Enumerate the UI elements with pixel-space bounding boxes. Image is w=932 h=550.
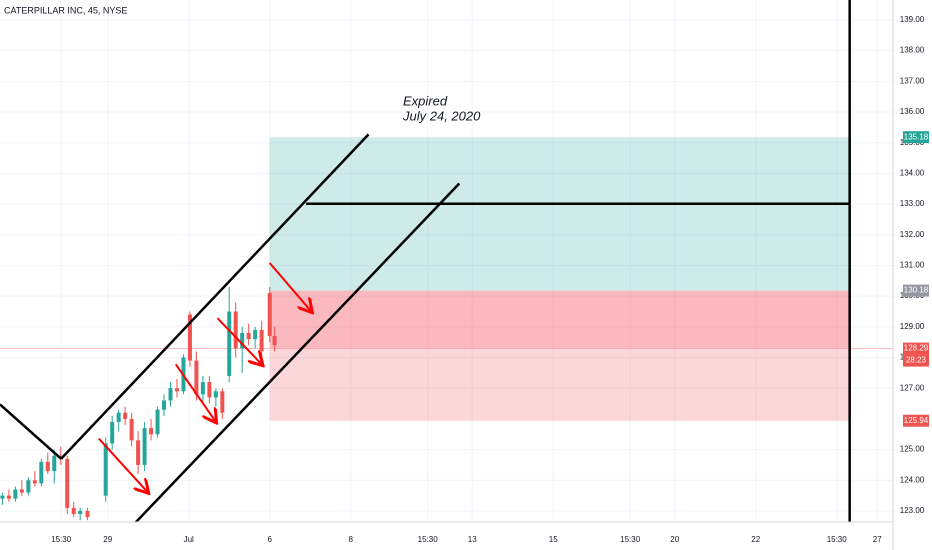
annotation: Expired bbox=[403, 93, 448, 108]
candle-body bbox=[233, 311, 238, 349]
candle-body bbox=[19, 489, 24, 493]
candle-body bbox=[240, 332, 245, 349]
candle-body bbox=[32, 480, 37, 484]
candle-body bbox=[213, 391, 218, 398]
candle-body bbox=[220, 391, 225, 413]
y-tick-label: 124.00 bbox=[900, 475, 925, 484]
current-label: 128.29 bbox=[904, 344, 929, 353]
candle-body bbox=[123, 412, 128, 419]
y-tick-label: 133.00 bbox=[900, 199, 925, 208]
candle-body bbox=[194, 360, 199, 395]
y-tick-label: 123.00 bbox=[900, 506, 925, 515]
candle-body bbox=[267, 293, 272, 337]
x-tick-label: 8 bbox=[348, 535, 353, 544]
x-tick-label: 13 bbox=[468, 535, 477, 544]
candle-body bbox=[187, 314, 192, 361]
current-label-bg bbox=[903, 342, 929, 355]
candle-body bbox=[0, 495, 5, 499]
arrow bbox=[174, 363, 216, 421]
x-tick-label: 15:30 bbox=[827, 535, 848, 544]
trend-line bbox=[0, 403, 62, 460]
candle-body bbox=[162, 400, 167, 410]
target-label: 135.18 bbox=[904, 132, 929, 141]
candle-body bbox=[246, 332, 251, 340]
x-tick-label: 15 bbox=[549, 535, 558, 544]
entry-label-bg bbox=[903, 284, 929, 297]
candle-body bbox=[13, 489, 18, 499]
loss-zone-active bbox=[269, 290, 850, 349]
candle-body bbox=[155, 409, 160, 435]
entry-label: 130.18 bbox=[904, 286, 929, 295]
candle-body bbox=[78, 510, 83, 515]
countdown: 28:23 bbox=[906, 356, 927, 365]
candle-body bbox=[259, 329, 264, 352]
candle-body bbox=[227, 311, 232, 376]
candle-body bbox=[52, 455, 57, 472]
candles bbox=[0, 286, 277, 521]
countdown-bg bbox=[903, 354, 929, 367]
candle-body bbox=[71, 507, 76, 515]
candle-body bbox=[168, 388, 173, 401]
y-tick-label: 132.00 bbox=[900, 230, 925, 239]
axis-labels: 123.00124.00125.00127.00128.00129.00130.… bbox=[51, 15, 929, 544]
candle-body bbox=[26, 480, 31, 493]
arrow bbox=[216, 317, 261, 364]
y-tick-label: 137.00 bbox=[900, 76, 925, 85]
candle-body bbox=[253, 329, 258, 340]
candle-body bbox=[174, 388, 179, 392]
candle-body bbox=[136, 440, 141, 465]
grid bbox=[0, 0, 893, 522]
arrow bbox=[268, 262, 311, 311]
x-tick-label: 15:30 bbox=[51, 535, 72, 544]
x-tick-label: Jul bbox=[184, 535, 194, 544]
candle-body bbox=[207, 382, 212, 398]
y-tick-label: 129.00 bbox=[900, 322, 925, 331]
candle-body bbox=[149, 428, 154, 435]
loss-zone bbox=[269, 348, 850, 421]
candle-body bbox=[45, 461, 50, 472]
candle-body bbox=[116, 412, 121, 422]
annotation: July 24, 2020 bbox=[402, 108, 481, 123]
x-tick-label: 22 bbox=[751, 535, 760, 544]
arrow bbox=[98, 437, 148, 492]
stop-label-bg bbox=[903, 414, 929, 427]
trend-line bbox=[60, 133, 370, 460]
position-tool bbox=[0, 137, 893, 421]
y-tick-label: 131.00 bbox=[900, 261, 925, 270]
candle-body bbox=[200, 382, 205, 395]
candle-body bbox=[85, 510, 90, 518]
stop-label: 125.94 bbox=[904, 416, 929, 425]
chart-title: CATERPILLAR INC, 45, NYSE bbox=[4, 5, 127, 15]
candle-body bbox=[65, 458, 70, 508]
drawings bbox=[0, 0, 851, 522]
trend-line bbox=[134, 182, 461, 522]
candle-body bbox=[110, 421, 115, 444]
x-tick-label: 6 bbox=[267, 535, 272, 544]
y-tick-label: 139.00 bbox=[900, 15, 925, 24]
candle-body bbox=[103, 443, 108, 496]
candle-body bbox=[142, 428, 147, 465]
x-tick-label: 15:30 bbox=[620, 535, 641, 544]
candle-body bbox=[129, 418, 134, 441]
x-tick-label: 20 bbox=[670, 535, 679, 544]
candle-body bbox=[39, 461, 44, 484]
x-tick-label: 29 bbox=[103, 535, 112, 544]
target-label-bg bbox=[903, 131, 929, 144]
candle-body bbox=[272, 336, 277, 346]
candle-body bbox=[6, 495, 11, 499]
x-tick-label: 27 bbox=[873, 535, 882, 544]
x-tick-label: 15:30 bbox=[418, 535, 439, 544]
y-tick-label: 138.00 bbox=[900, 46, 925, 55]
y-tick-label: 127.00 bbox=[900, 383, 925, 392]
y-tick-label: 125.00 bbox=[900, 445, 925, 454]
y-tick-label: 136.00 bbox=[900, 107, 925, 116]
target-zone bbox=[269, 137, 850, 291]
y-tick-label: 134.00 bbox=[900, 168, 925, 177]
